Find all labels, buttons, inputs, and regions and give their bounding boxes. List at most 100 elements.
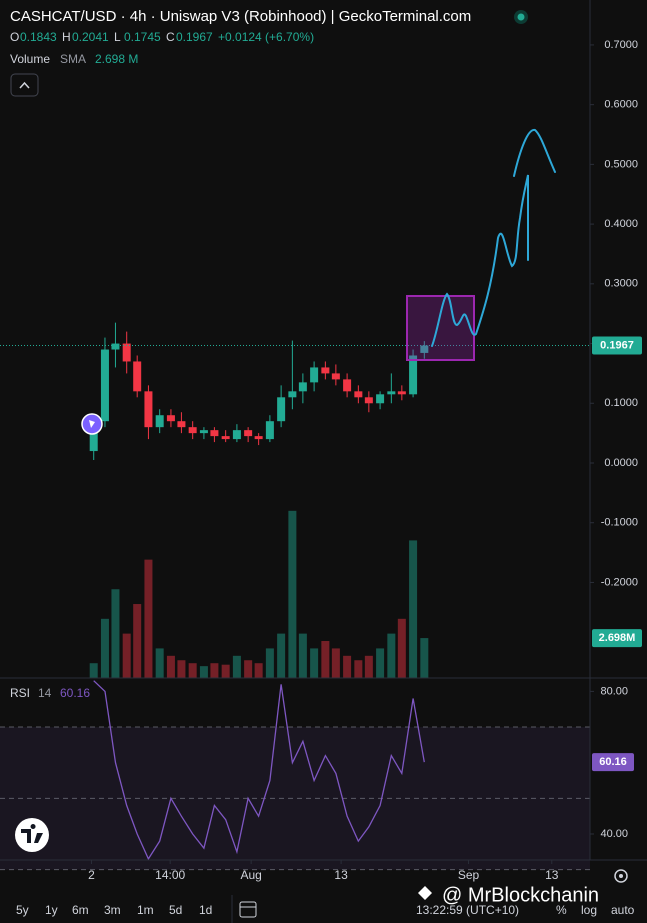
volume-bar: [364, 655, 373, 678]
candle-body: [100, 349, 109, 422]
candle-body: [420, 345, 429, 353]
ohlc-change: +0.0124 (+6.70%): [218, 30, 314, 44]
watermark: @ MrBlockchanin: [442, 884, 599, 906]
candle-body: [111, 343, 120, 350]
volume-bar: [343, 655, 352, 678]
volume-bar: [155, 648, 164, 678]
rsi-badge-label: 60.16: [599, 756, 627, 768]
candle-body: [144, 391, 153, 428]
x-tick-label: 13: [545, 868, 559, 882]
logo-badge: [15, 818, 49, 852]
drawing-projection[interactable]: [431, 129, 556, 347]
logo-icon: [21, 824, 43, 843]
y-tick-label: 0.0000: [604, 457, 638, 469]
candle-body: [155, 415, 164, 428]
y-tick-label: 80.00: [600, 685, 628, 697]
calendar-icon[interactable]: [239, 901, 257, 918]
x-tick-label: 13: [334, 868, 348, 882]
candle-body: [188, 427, 197, 434]
volume-bar: [188, 663, 197, 678]
volume-bar: [298, 633, 307, 678]
volume-name: Volume: [10, 52, 50, 66]
volume-bar: [166, 655, 175, 678]
drawing-rectangle[interactable]: [406, 295, 475, 361]
range-button[interactable]: 6m: [72, 903, 89, 917]
settings-icon[interactable]: [614, 869, 628, 883]
volume-bar: [133, 604, 142, 678]
x-tick-label: 14:00: [155, 868, 185, 882]
y-tick-label: 0.7000: [604, 39, 638, 51]
candle-body: [298, 382, 307, 392]
volume-bar: [409, 540, 418, 678]
range-button[interactable]: 1d: [199, 903, 212, 917]
volume-bar: [420, 638, 429, 678]
last-price-badge: [592, 336, 642, 355]
candle-body: [177, 421, 186, 428]
y-tick-label: -0.2000: [601, 576, 638, 588]
volume-badge-label: 2.698M: [599, 632, 636, 644]
clock: 13:22:59 (UTC+10): [416, 903, 519, 917]
y-tick-label: 0.1000: [604, 397, 638, 409]
volume-bar: [321, 641, 330, 678]
volume-bar: [387, 633, 396, 678]
volume-bar: [254, 663, 263, 678]
volume-bar: [210, 663, 219, 678]
rsi-badge: [592, 753, 634, 772]
percent-toggle[interactable]: %: [556, 903, 567, 917]
volume-bar: [265, 648, 274, 678]
y-tick-label: -0.1000: [601, 517, 638, 529]
candle-body: [210, 430, 219, 437]
candle-body: [89, 421, 98, 452]
candle-body: [310, 367, 319, 383]
candle-body: [166, 415, 175, 422]
range-button[interactable]: 3m: [104, 903, 121, 917]
collapse-button[interactable]: [10, 73, 39, 97]
candle-body: [199, 430, 208, 434]
ohlc-value: 0.1745: [124, 30, 161, 44]
rsi-line: [93, 680, 425, 861]
candle-body: [409, 355, 418, 395]
rsi-name: RSI: [10, 686, 30, 700]
auto-toggle[interactable]: auto: [611, 903, 635, 917]
rsi-value: 60.16: [60, 686, 90, 700]
log-toggle[interactable]: log: [581, 903, 597, 917]
last-price-label: 0.1967: [600, 339, 634, 351]
ohlc-value: 0.1843: [20, 30, 57, 44]
ohlc-key: L: [114, 30, 121, 44]
volume-bar: [111, 589, 120, 678]
candle-body: [221, 436, 230, 440]
x-tick-label: Aug: [240, 868, 261, 882]
volume-bar: [244, 660, 253, 678]
volume-bar: [397, 618, 406, 678]
candle-body: [122, 343, 131, 362]
volume-bar: [122, 633, 131, 678]
range-button[interactable]: 5d: [169, 903, 182, 917]
candle-body: [288, 391, 297, 398]
volume-bar: [232, 655, 241, 678]
range-button[interactable]: 1y: [45, 903, 58, 917]
candle-body: [331, 373, 340, 380]
volume-bar: [221, 664, 230, 678]
x-tick-label: 2: [88, 868, 95, 882]
volume-bar: [199, 666, 208, 678]
ohlc-key: O: [10, 30, 19, 44]
range-button[interactable]: 1m: [137, 903, 154, 917]
volume-value: 2.698 M: [95, 52, 138, 66]
candle-body: [254, 436, 263, 440]
event-icon: [89, 420, 95, 428]
volume-bar: [100, 618, 109, 678]
candle-body: [387, 391, 396, 395]
layers: -0.2000-0.10000.00000.10000.20000.30000.…: [0, 39, 642, 882]
watermark-icon: [418, 886, 432, 900]
x-tick-label: Sep: [458, 868, 480, 882]
volume-bar: [354, 660, 363, 678]
candle-body: [343, 379, 352, 392]
bottom-toolbar: 5y 1y 6m 3m 1m 5d 1d: [16, 903, 212, 917]
chevron-up-icon: [19, 81, 30, 89]
candle-body: [321, 367, 330, 374]
range-button[interactable]: 5y: [16, 903, 29, 917]
candle-body: [133, 361, 142, 392]
candle-body: [232, 430, 241, 440]
volume-bar: [288, 510, 297, 678]
